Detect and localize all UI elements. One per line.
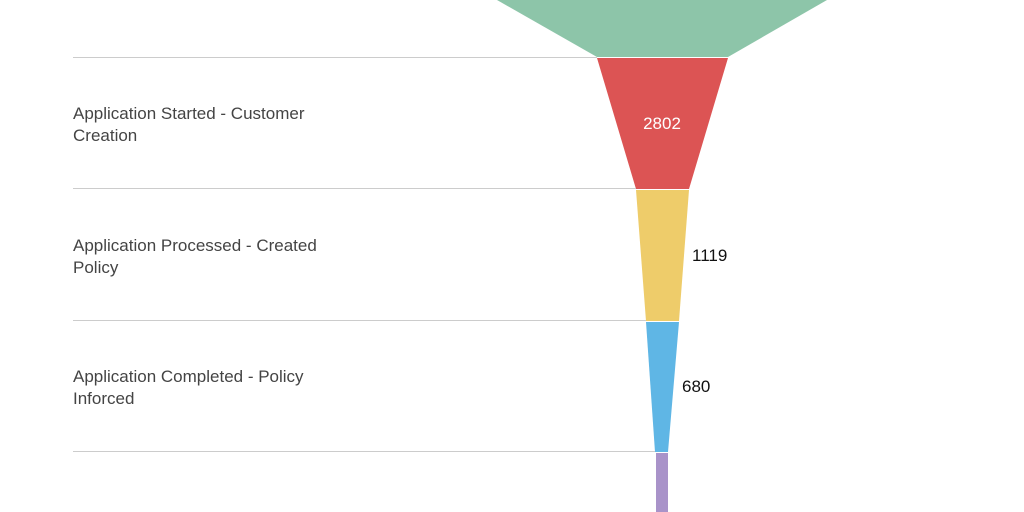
row-divider xyxy=(73,451,655,452)
funnel-segment-application-processed[interactable] xyxy=(636,190,689,321)
value-label-application-processed: 1119 xyxy=(692,246,728,265)
funnel-segment-bottom[interactable] xyxy=(656,453,668,512)
funnel-segment-application-completed[interactable] xyxy=(646,322,679,452)
stage-label-application-started: Application Started - Customer Creation xyxy=(73,104,305,145)
value-label-application-completed: 680 xyxy=(682,377,711,396)
funnel-segment-top[interactable] xyxy=(497,0,827,57)
row-divider xyxy=(73,188,636,189)
row-divider xyxy=(73,320,646,321)
stage-label-application-processed: Application Processed - Created Policy xyxy=(73,236,317,277)
row-divider xyxy=(73,57,597,58)
value-label-application-started: 2802 xyxy=(643,114,681,133)
stage-label-application-completed: Application Completed - Policy Inforced xyxy=(73,367,304,408)
funnel-segment-application-started[interactable] xyxy=(597,58,728,189)
